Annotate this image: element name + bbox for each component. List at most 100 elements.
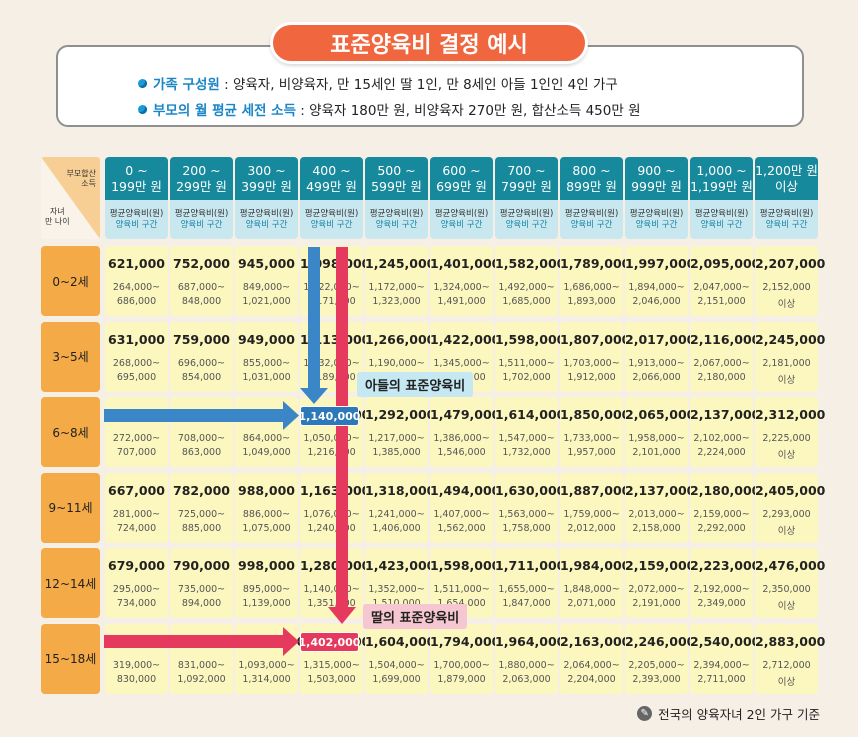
range-low: 1,848,000~ (563, 584, 620, 595)
range-high: 2,180,000 (697, 371, 746, 383)
income-range-from: 200 ~ (182, 162, 221, 178)
range-high: 2,349,000 (697, 598, 746, 609)
range-low: 264,000~ (112, 282, 161, 293)
average-support: 2,180,000 (690, 482, 761, 498)
range-high: 894,000 (181, 598, 222, 609)
average-support: 1,163,000 (300, 482, 371, 498)
table-cell: 679,000 295,000~ 734,000 (105, 548, 168, 618)
income-range: 700 ~799만 원 (495, 157, 558, 200)
average-support: 2,405,000 (755, 482, 826, 498)
column-subheader: 평균양육비(원) 양육비 구간 (755, 200, 818, 239)
range-high: 1,847,000 (502, 598, 551, 609)
average-support: 1,964,000 (495, 633, 566, 649)
average-support: 1,227,000 (235, 633, 306, 649)
table-cell: 957,000 831,000~ 1,092,000 (170, 623, 233, 694)
table-cell: 1,604,000 1,504,000~ 1,699,000 (365, 623, 435, 694)
range-low: 1,324,000~ (433, 282, 490, 293)
table-cell: 2,476,000 2,350,000 이상 (755, 548, 825, 618)
range-low: 1,686,000~ (563, 282, 620, 293)
range-high: 2,151,000 (697, 296, 746, 307)
range-high: 2,393,000 (632, 673, 681, 685)
table-cell: 2,245,000 2,181,000 이상 (755, 321, 825, 392)
table-cell: 2,207,000 2,152,000 이상 (755, 246, 825, 316)
range-low: 1,880,000~ (498, 659, 555, 671)
range-low: 1,703,000~ (563, 357, 620, 369)
range-high: 이상 (777, 374, 796, 386)
table-cell: 998,000 895,000~ 1,139,000 (235, 548, 298, 618)
average-support: 1,711,000 (495, 558, 566, 573)
average-support: 752,000 (173, 256, 230, 271)
table-cell: 1,318,000 1,241,000~ 1,406,000 (365, 472, 435, 543)
table-cell: 1,401,000 1,324,000~ 1,491,000 (430, 246, 500, 316)
avg-support-label: 평균양육비(원) (759, 208, 814, 219)
table-cell: 759,000 696,000~ 854,000 (170, 321, 233, 392)
table-cell: 1,794,000 1,700,000~ 1,879,000 (430, 623, 500, 694)
column-header: 300 ~399만 원 평균양육비(원) 양육비 구간 (235, 157, 298, 239)
age-row-label: 15~18세 (41, 623, 100, 694)
range-low: 831,000~ (177, 659, 226, 671)
income-range: 900 ~999만 원 (625, 157, 688, 200)
range-high: 이상 (777, 525, 796, 537)
table-cell: 2,312,000 2,225,000 이상 (755, 397, 825, 467)
avg-support-label: 평균양육비(원) (174, 208, 229, 219)
range-low: 272,000~ (112, 433, 161, 444)
average-support: 959,000 (238, 407, 295, 422)
bullet-icon (138, 105, 147, 114)
range-low: 1,093,000~ (238, 659, 295, 671)
average-support: 2,883,000 (755, 633, 826, 649)
column-header: 900 ~999만 원 평균양육비(원) 양육비 구간 (625, 157, 688, 239)
range-low: 687,000~ (177, 282, 226, 293)
range-low: 1,172,000~ (368, 282, 425, 293)
avg-support-label: 평균양육비(원) (629, 208, 684, 219)
table-cell: 2,116,000 2,067,000~ 2,180,000 (690, 321, 760, 392)
income-range: 300 ~399만 원 (235, 157, 298, 200)
table-cell: 2,246,000 2,205,000~ 2,393,000 (625, 623, 695, 694)
range-high: 2,012,000 (567, 522, 616, 534)
support-range-label: 양육비 구간 (505, 219, 548, 230)
corner-age-label: 자녀 만 나이 (45, 207, 70, 226)
table-cell: 2,095,000 2,047,000~ 2,151,000 (690, 246, 760, 316)
table-cell: 1,245,000 1,172,000~ 1,323,000 (365, 246, 435, 316)
income-range-to: 399만 원 (241, 178, 292, 194)
range-high: 885,000 (181, 522, 222, 534)
income-range: 600 ~699만 원 (430, 157, 493, 200)
average-support: 2,137,000 (690, 407, 761, 422)
table-cell: 2,223,000 2,192,000~ 2,349,000 (690, 548, 761, 618)
average-support: 2,540,000 (690, 633, 761, 649)
range-high: 2,204,000 (567, 673, 616, 685)
range-high: 1,075,000 (242, 522, 291, 534)
range-low: 2,394,000~ (693, 659, 750, 671)
range-high: 2,071,000 (567, 598, 616, 609)
range-high: 724,000 (116, 522, 157, 534)
support-range-label: 양육비 구간 (115, 219, 158, 230)
table-cell: 1,630,000 1,563,000~ 1,758,000 (495, 472, 565, 543)
table-cell: 2,540,000 2,394,000~ 2,711,000 (690, 623, 761, 694)
average-support: 2,223,000 (690, 558, 761, 573)
column-subheader: 평균양육비(원) 양육비 구간 (430, 200, 493, 239)
income-range: 400 ~499만 원 (300, 157, 363, 200)
average-support: 1,807,000 (560, 331, 631, 347)
average-support: 621,000 (108, 256, 165, 271)
average-support: 631,000 (108, 331, 165, 347)
range-low: 1,386,000~ (433, 433, 490, 444)
support-range-label: 양육비 구간 (245, 219, 288, 230)
average-support: 945,000 (238, 256, 295, 271)
range-low: 1,700,000~ (433, 659, 490, 671)
column-header: 600 ~699만 원 평균양육비(원) 양육비 구간 (430, 157, 493, 239)
average-support: 988,000 (238, 482, 295, 498)
range-high: 1,654,000 (430, 598, 493, 609)
range-high: 1,503,000 (307, 673, 356, 685)
income-range-to: 1,199만 원 (690, 178, 753, 194)
range-low: 281,000~ (112, 508, 161, 520)
column-subheader: 평균양육비(원) 양육비 구간 (105, 200, 168, 239)
range-high: 1,732,000 (502, 447, 551, 458)
range-low: 849,000~ (242, 282, 291, 293)
range-high: 1,314,000 (242, 673, 291, 685)
range-high: 707,000 (116, 447, 157, 458)
daughter-support-label: 딸의 표준양육비 (363, 604, 468, 629)
column-subheader: 평균양육비(원) 양육비 구간 (495, 200, 558, 239)
range-high: 2,224,000 (697, 447, 746, 458)
table-cell: 2,137,000 2,102,000~ 2,224,000 (690, 397, 761, 467)
range-high: 1,957,000 (567, 447, 616, 458)
range-high: 848,000 (181, 296, 222, 307)
